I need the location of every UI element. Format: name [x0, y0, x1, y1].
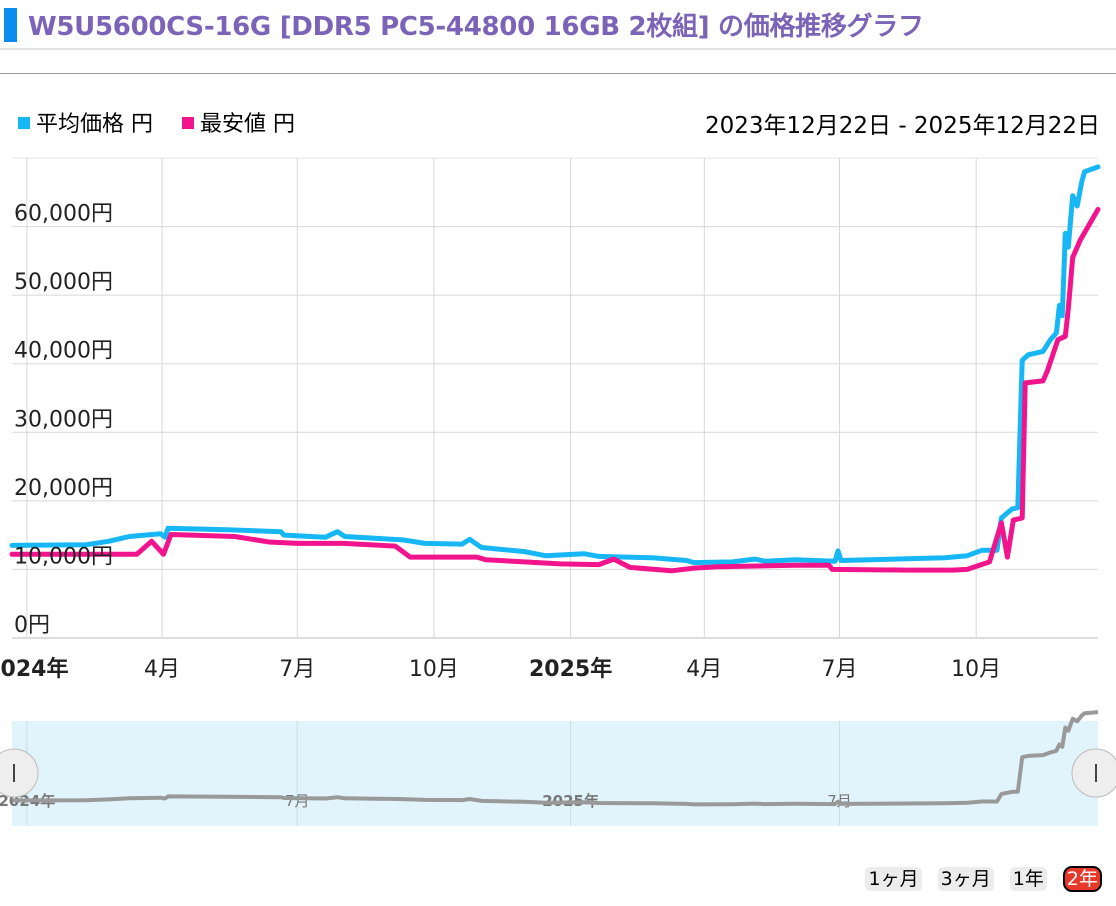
y-tick-label: 40,000円: [14, 339, 113, 364]
x-tick-label: 2025年: [529, 656, 612, 682]
page-title: W5U5600CS-16G [DDR5 PC5-44800 16GB 2枚組] …: [28, 12, 924, 42]
legend-item-lowest[interactable]: 最安値 円: [182, 112, 295, 137]
title-accent-bar: [4, 8, 17, 42]
x-tick-label: 2024年: [0, 656, 68, 682]
range-button-1-year[interactable]: 1年: [1009, 867, 1047, 891]
drag-handle-icon: [0, 748, 39, 798]
y-tick-label: 60,000円: [14, 202, 113, 227]
title-bar: W5U5600CS-16G [DDR5 PC5-44800 16GB 2枚組] …: [0, 0, 1116, 50]
range-button-2-years[interactable]: 2年: [1062, 866, 1102, 892]
y-tick-label: 10,000円: [14, 544, 113, 569]
legend-swatch-average: [18, 117, 30, 129]
range-buttons: 1ヶ月 3ヶ月 1年 2年: [855, 866, 1102, 892]
legend-label-average: 平均価格 円: [36, 112, 153, 137]
title-divider: [0, 48, 1116, 50]
y-tick-label: 50,000円: [14, 270, 113, 295]
range-button-3-months[interactable]: 3ヶ月: [937, 867, 994, 891]
range-button-1-month[interactable]: 1ヶ月: [865, 867, 922, 891]
navigator-handle-left[interactable]: [0, 748, 39, 798]
x-tick-label: 4月: [686, 657, 722, 682]
navigator-selection[interactable]: [12, 721, 1098, 826]
legend-item-average[interactable]: 平均価格 円: [18, 112, 153, 137]
chart-legend: 平均価格 円 最安値 円: [18, 106, 317, 138]
series-line-lowest[interactable]: [9, 206, 1101, 574]
y-tick-label: 20,000円: [14, 476, 113, 501]
navigator-series-line: [11, 710, 1099, 807]
x-tick-label: 4月: [144, 657, 180, 682]
legend-swatch-lowest: [182, 117, 194, 129]
section-divider: [0, 73, 1116, 74]
navigator-label: 7月: [285, 792, 310, 810]
x-tick-label: 7月: [279, 657, 315, 682]
y-tick-label: 30,000円: [14, 407, 113, 432]
navigator-handle-right[interactable]: [1071, 748, 1116, 798]
drag-handle-icon: [1071, 748, 1116, 798]
y-tick-label: 0円: [14, 613, 50, 638]
date-range: 2023年12月22日 - 2025年12月22日: [704, 113, 1100, 139]
x-tick-label: 10月: [951, 657, 1001, 682]
legend-label-lowest: 最安値 円: [200, 112, 295, 137]
x-tick-label: 10月: [409, 657, 459, 682]
x-tick-label: 7月: [821, 657, 857, 682]
series-line-average[interactable]: [9, 164, 1101, 566]
